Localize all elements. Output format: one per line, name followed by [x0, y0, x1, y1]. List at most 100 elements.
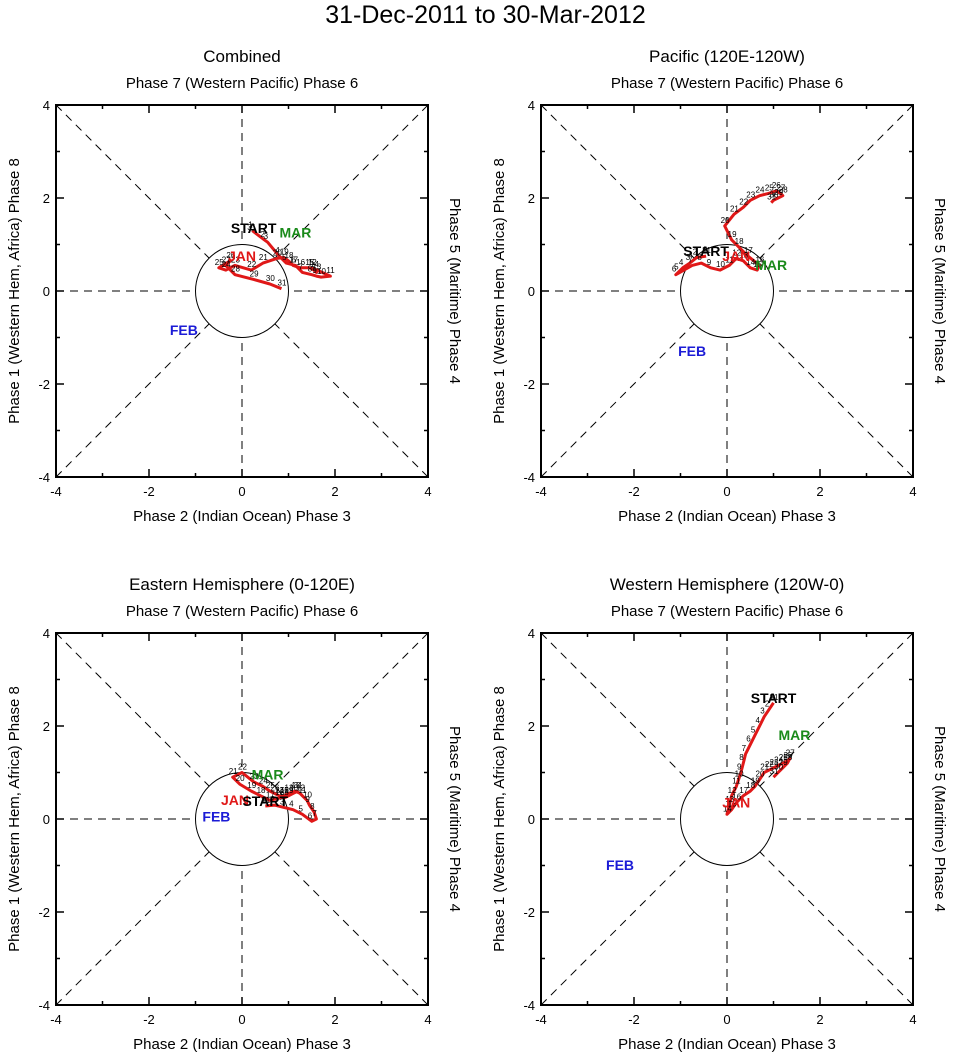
diagonal-line [540, 104, 914, 478]
chart-title: Pacific (120E-120W) [649, 47, 805, 66]
y-tick-label: -4 [38, 998, 50, 1013]
day-label: 31 [278, 279, 287, 288]
day-label: 22 [739, 197, 748, 206]
x-tick-label: 0 [723, 1012, 730, 1027]
day-label: 22 [238, 763, 247, 772]
top-axis-label: Phase 7 (Western Pacific) Phase 6 [126, 75, 358, 92]
series-line-jan [217, 229, 332, 291]
chart-title: Eastern Hemisphere (0-120E) [129, 575, 355, 594]
series-dec: 31 [261, 796, 270, 805]
day-label: 6 [746, 735, 751, 744]
diagonal-line [55, 632, 429, 1006]
day-label: 30 [289, 783, 298, 792]
series-line-jan [674, 189, 785, 277]
day-label: 4 [756, 716, 761, 725]
day-label: 15 [728, 800, 737, 809]
day-label: 28 [779, 186, 788, 195]
left-axis-label: Phase 1 (Western Hem, Africa) Phase 8 [491, 686, 508, 952]
day-label: 16 [296, 258, 305, 267]
month-label: FEB [678, 343, 706, 359]
day-label: 31 [770, 693, 779, 702]
day-label: 31 [261, 796, 270, 805]
diagonal-line [55, 104, 429, 478]
day-label: 14 [310, 260, 319, 269]
day-label: 15 [280, 786, 289, 795]
month-label: JAN [221, 792, 249, 808]
day-label: 5 [751, 725, 756, 734]
day-label: 3 [264, 232, 269, 241]
y-tick-label: -2 [38, 377, 50, 392]
month-label: MAR [778, 727, 810, 743]
diagonal-line [55, 632, 429, 1006]
diagonal-line [540, 632, 914, 1006]
day-label: 22 [247, 260, 256, 269]
y-tick-label: 4 [43, 98, 50, 113]
day-label: 23 [231, 255, 240, 264]
day-label: 31 [767, 193, 776, 202]
top-axis-label: Phase 7 (Western Pacific) Phase 6 [611, 603, 843, 620]
day-label: 16 [732, 793, 741, 802]
day-label: 1 [702, 246, 707, 255]
day-label: 28 [231, 265, 240, 274]
series-dec: 31 [247, 223, 256, 232]
x-tick-label: 4 [424, 1012, 431, 1027]
unit-circle [680, 772, 774, 866]
day-label: 1 [261, 796, 266, 805]
day-label: 29 [774, 188, 783, 197]
day-label: 8 [308, 265, 313, 274]
day-label: 23 [746, 190, 755, 199]
day-label: 5 [298, 804, 303, 813]
day-label: 27 [275, 786, 284, 795]
series-line-jan [725, 701, 792, 816]
bottom-axis-label: Phase 2 (Indian Ocean) Phase 3 [133, 1036, 351, 1053]
day-label: 10 [303, 790, 312, 799]
y-tick-label: -2 [38, 905, 50, 920]
month-label: FEB [202, 808, 230, 824]
x-tick-label: 4 [909, 1012, 916, 1027]
day-label: 4 [289, 800, 294, 809]
right-axis-label: Phase 5 (Maritime) Phase 4 [931, 198, 948, 384]
x-tick-label: 0 [723, 484, 730, 499]
x-tick-label: -2 [628, 1012, 640, 1027]
day-label: 30 [774, 763, 783, 772]
day-label: 31 [247, 223, 256, 232]
day-label: 13 [291, 781, 300, 790]
day-label: 23 [250, 772, 259, 781]
day-label: 11 [326, 266, 335, 275]
day-label: 29 [250, 269, 259, 278]
day-label: 2 [271, 795, 276, 804]
day-label: 27 [786, 749, 795, 758]
right-axis-label: Phase 5 (Maritime) Phase 4 [446, 198, 463, 384]
x-tick-label: -4 [535, 484, 547, 499]
day-label: 1 [770, 693, 775, 702]
day-label: 2 [765, 700, 770, 709]
month-label: MAR [755, 257, 787, 273]
left-axis-label: Phase 1 (Western Hem, Africa) Phase 8 [491, 158, 508, 424]
day-label: 27 [776, 183, 785, 192]
x-tick-label: 0 [238, 1012, 245, 1027]
day-label: 16 [275, 788, 284, 797]
bottom-axis-label: Phase 2 (Indian Ocean) Phase 3 [618, 1036, 836, 1053]
month-label: JAN [722, 794, 750, 810]
x-tick-label: -4 [50, 1012, 62, 1027]
left-axis-label: Phase 1 (Western Hem, Africa) Phase 8 [6, 158, 23, 424]
day-label: 25 [765, 183, 774, 192]
day-label: 10 [735, 769, 744, 778]
x-tick-label: 2 [331, 484, 338, 499]
day-label: 6 [672, 265, 677, 274]
day-label: 24 [774, 756, 783, 765]
y-tick-label: 0 [43, 284, 50, 299]
day-label: 26 [226, 251, 235, 260]
day-label: 28 [280, 788, 289, 797]
day-label: 31 [702, 246, 711, 255]
day-label: 10 [317, 267, 326, 276]
diagonal-line [540, 632, 914, 1006]
day-label: 4 [679, 258, 684, 267]
day-label: 28 [783, 753, 792, 762]
day-label: 7 [742, 744, 747, 753]
day-label: 7 [312, 809, 317, 818]
day-label: 23 [770, 758, 779, 767]
y-tick-label: 0 [528, 812, 535, 827]
month-label: FEB [606, 857, 634, 873]
